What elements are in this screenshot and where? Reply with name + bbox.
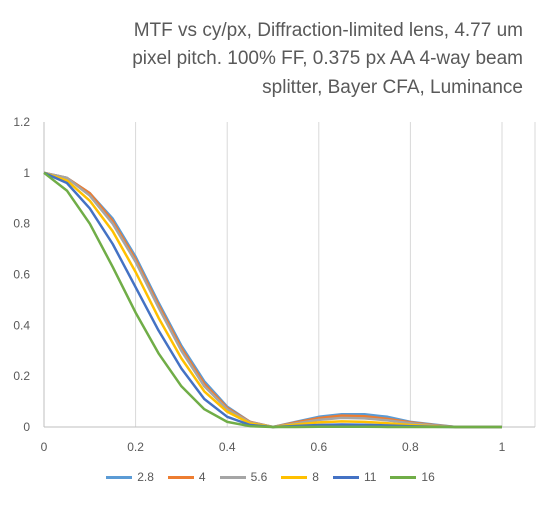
series-line-16	[43, 171, 502, 429]
legend-swatch	[332, 475, 359, 479]
x-tick-label: 0.6	[310, 440, 327, 454]
legend-label: 8	[312, 470, 319, 484]
series-line-8	[43, 171, 502, 429]
legend-swatch	[167, 475, 194, 479]
y-tick-label: 1.2	[13, 115, 30, 129]
legend: 2.8 4 5.6 8 11 16	[0, 470, 541, 484]
legend-swatch	[219, 475, 246, 479]
legend-label: 16	[421, 470, 435, 484]
chart-title-line-1: MTF vs cy/px, Diffraction-limited lens, …	[133, 20, 523, 41]
y-tick-label: 0.6	[13, 268, 30, 282]
chart-title-line-2: pixel pitch. 100% FF, 0.375 px AA 4-way …	[132, 48, 523, 69]
series-line-5-6	[43, 171, 502, 429]
legend-swatch	[390, 475, 417, 479]
legend-label: 5.6	[250, 470, 268, 484]
x-tick-label: 0.4	[219, 440, 236, 454]
series-line-4	[43, 171, 502, 429]
series-line-11	[43, 171, 502, 429]
legend-item: 11	[332, 470, 377, 484]
legend-label: 4	[198, 470, 206, 484]
legend-swatch	[106, 475, 133, 479]
y-tick-label: 0.2	[13, 369, 30, 383]
legend-item: 5.6	[219, 470, 268, 484]
series-line-2-8	[43, 171, 502, 429]
y-tick-label: 1	[23, 166, 30, 180]
y-tick-label: 0.4	[13, 318, 30, 332]
x-tick-label: 0	[41, 440, 48, 454]
y-tick-label: 0	[23, 420, 30, 434]
legend-swatch	[281, 475, 308, 479]
legend-item: 4	[167, 470, 206, 484]
x-tick-label: 0.8	[402, 440, 419, 454]
legend-label: 11	[363, 470, 377, 484]
x-tick-label: 1	[499, 440, 506, 454]
chart-title-line-3: splitter, Bayer CFA, Luminance	[262, 77, 523, 98]
y-tick-label: 0.8	[13, 217, 30, 231]
x-tick-label: 0.2	[127, 440, 144, 454]
legend-item: 8	[281, 470, 319, 484]
legend-item: 16	[390, 470, 435, 484]
legend-label: 2.8	[137, 470, 154, 484]
legend-item: 2.8	[106, 470, 154, 484]
